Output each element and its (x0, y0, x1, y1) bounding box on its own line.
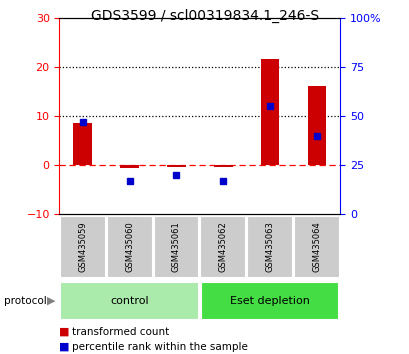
Bar (106, 216, 152, 278)
Bar (307, 86, 326, 165)
Bar (73, 123, 92, 165)
Text: Eset depletion: Eset depletion (229, 296, 309, 306)
Text: control: control (110, 296, 148, 306)
Text: GSM435063: GSM435063 (265, 222, 274, 272)
Text: GSM435064: GSM435064 (312, 222, 321, 272)
Text: GSM435060: GSM435060 (125, 222, 134, 272)
Bar (293, 216, 339, 278)
Text: GDS3599 / scl00319834.1_246-S: GDS3599 / scl00319834.1_246-S (91, 9, 318, 23)
Bar (120, 165, 139, 167)
Bar (167, 165, 185, 166)
Text: GSM435059: GSM435059 (78, 222, 87, 272)
Bar (200, 282, 339, 320)
Text: transformed count: transformed count (72, 327, 169, 337)
Bar (60, 282, 198, 320)
Text: ■: ■ (59, 342, 70, 352)
Bar (153, 216, 199, 278)
Text: ▶: ▶ (47, 296, 55, 306)
Bar (260, 59, 279, 165)
Bar (60, 216, 106, 278)
Text: percentile rank within the sample: percentile rank within the sample (72, 342, 247, 352)
Text: ■: ■ (59, 327, 70, 337)
Text: GSM435061: GSM435061 (171, 222, 180, 272)
Text: GSM435062: GSM435062 (218, 222, 227, 272)
Bar (247, 216, 292, 278)
Bar (200, 216, 246, 278)
Bar (213, 165, 232, 167)
Text: protocol: protocol (4, 296, 47, 306)
